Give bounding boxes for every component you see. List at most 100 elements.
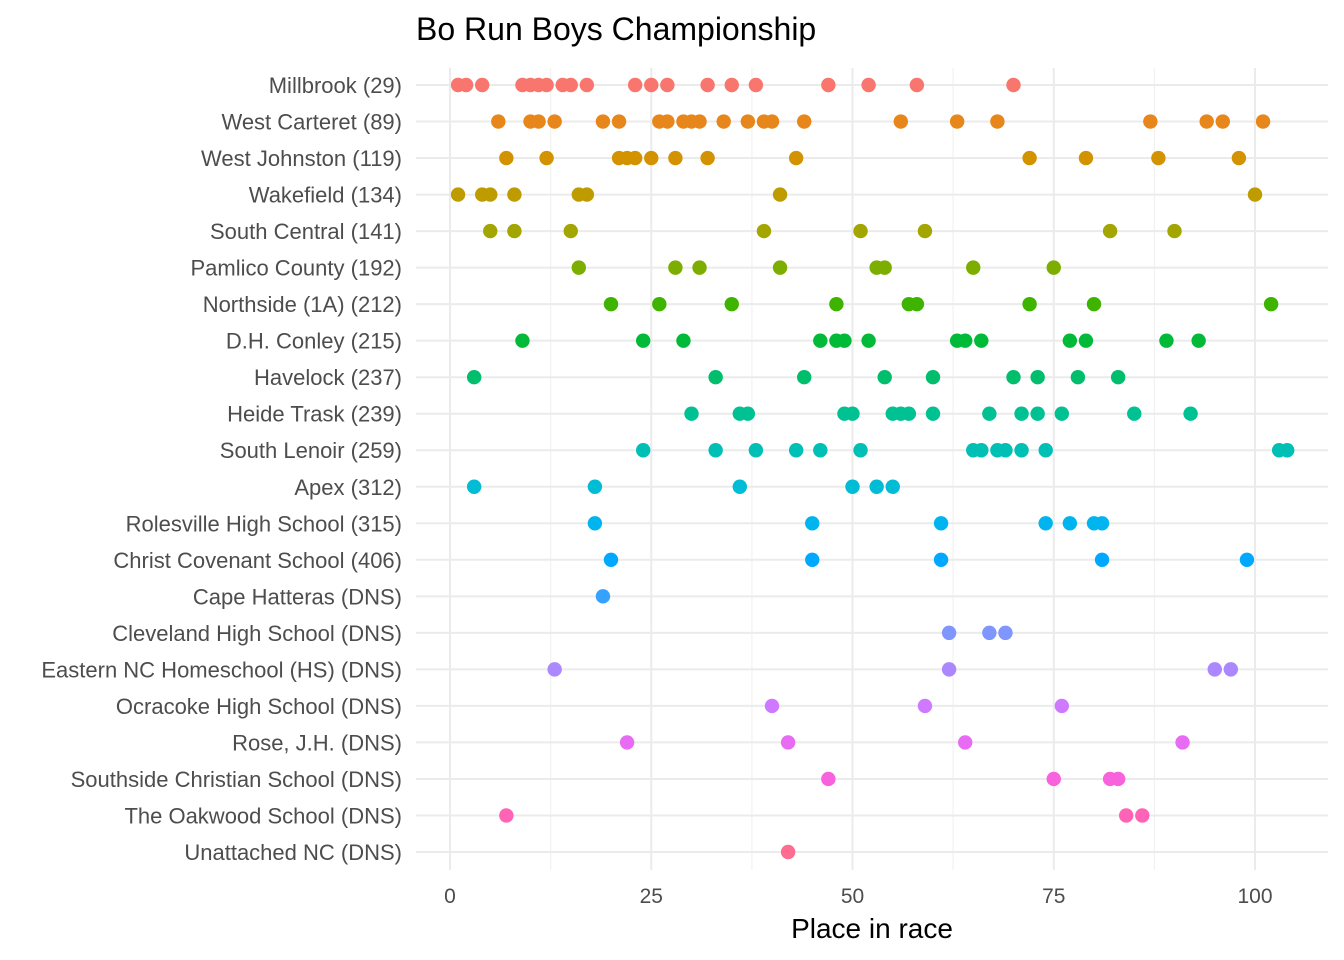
x-tick-label: 75 (1042, 885, 1065, 908)
data-point (466, 369, 482, 385)
data-point (563, 77, 578, 93)
data-point (756, 223, 772, 239)
data-point (692, 260, 707, 275)
data-point (700, 77, 715, 93)
data-point (853, 223, 868, 239)
data-point (1102, 223, 1118, 239)
data-point (708, 369, 723, 385)
data-point (579, 77, 595, 93)
data-point (990, 114, 1005, 129)
data-point (547, 662, 562, 677)
y-tick-label: Ocracoke High School (DNS) (116, 694, 402, 719)
data-point (636, 443, 651, 458)
y-tick-label: South Lenoir (259) (220, 438, 402, 463)
data-point (1046, 260, 1061, 275)
data-point (933, 516, 949, 531)
data-point (1006, 369, 1021, 385)
data-point (740, 114, 756, 129)
data-point (797, 114, 812, 129)
x-tick-label: 0 (444, 885, 456, 908)
data-point (627, 77, 643, 93)
data-point (982, 625, 997, 641)
data-point (1255, 114, 1271, 129)
data-point (1247, 187, 1263, 202)
y-tick-label: West Johnston (119) (201, 146, 402, 171)
data-point (700, 150, 715, 166)
data-point (644, 77, 659, 93)
data-point (1062, 516, 1078, 531)
data-point (901, 406, 917, 421)
data-point (917, 223, 933, 239)
data-point (724, 77, 739, 93)
data-point (499, 150, 514, 166)
data-point (1191, 333, 1206, 348)
data-point (1094, 516, 1110, 531)
data-point (499, 808, 514, 823)
data-point (571, 260, 586, 275)
data-point (732, 479, 747, 494)
data-points (450, 77, 1295, 860)
data-point (949, 114, 965, 129)
y-tick-label: Christ Covenant School (406) (113, 548, 402, 573)
data-point (1054, 698, 1070, 714)
y-tick-label: Apex (312) (294, 475, 402, 500)
data-point (1038, 443, 1053, 458)
data-point (531, 114, 546, 129)
data-point (925, 369, 941, 385)
y-tick-label: Havelock (237) (254, 365, 402, 390)
data-point (1086, 296, 1102, 312)
data-point (909, 77, 925, 93)
data-point (1239, 552, 1255, 568)
data-point (974, 443, 989, 458)
y-tick-label: Unattached NC (DNS) (184, 840, 402, 865)
y-tick-label: Cleveland High School (DNS) (112, 621, 402, 646)
data-point (764, 114, 780, 129)
data-point (1167, 223, 1182, 239)
y-tick-label: Rose, J.H. (DNS) (232, 730, 402, 755)
y-tick-label: The Oakwood School (DNS) (124, 803, 402, 828)
data-point (845, 406, 860, 421)
data-point (1070, 369, 1086, 385)
data-point (869, 479, 884, 494)
data-point (748, 77, 764, 93)
data-point (724, 296, 739, 312)
data-point (1127, 406, 1142, 421)
data-point (821, 77, 836, 93)
data-point (1014, 443, 1029, 458)
data-point (1110, 369, 1126, 385)
data-point (740, 406, 756, 421)
data-point (941, 625, 957, 641)
data-point (1263, 296, 1279, 312)
data-point (644, 150, 659, 166)
data-point (1094, 552, 1110, 568)
data-point (805, 552, 820, 568)
data-point (627, 150, 643, 166)
y-tick-label: Wakefield (134) (249, 183, 402, 208)
data-point (1062, 333, 1078, 348)
data-point (515, 333, 530, 348)
y-tick-label: South Central (141) (210, 219, 402, 244)
data-point (764, 698, 780, 714)
grid (416, 68, 1328, 870)
data-point (595, 114, 611, 129)
data-point (877, 260, 892, 275)
y-tick-label: Millbrook (29) (269, 73, 402, 98)
data-point (1046, 771, 1061, 787)
data-point (829, 296, 844, 312)
data-point (1223, 662, 1239, 677)
data-point (539, 77, 554, 93)
data-point (507, 187, 522, 202)
data-point (603, 296, 619, 312)
data-point (982, 406, 997, 421)
data-point (917, 698, 933, 714)
data-point (1038, 516, 1053, 531)
y-tick-label: Eastern NC Homeschool (HS) (DNS) (41, 657, 402, 682)
data-point (636, 333, 651, 348)
data-point (998, 625, 1013, 641)
data-point (587, 479, 603, 494)
data-point (450, 187, 466, 202)
y-tick-label: Northside (1A) (212) (203, 292, 402, 317)
data-point (925, 406, 941, 421)
data-point (1022, 150, 1037, 166)
data-point (974, 333, 989, 348)
